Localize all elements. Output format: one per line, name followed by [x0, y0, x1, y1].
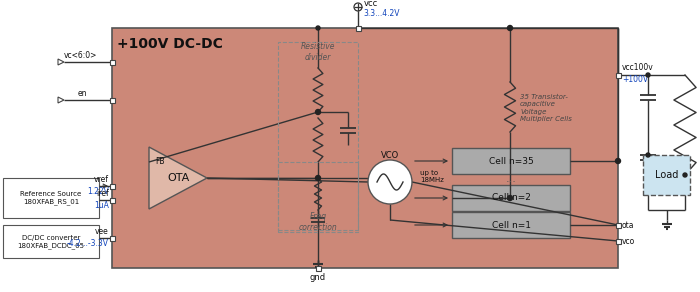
Bar [109, 98, 115, 102]
Text: Load: Load [654, 170, 678, 180]
Text: iref: iref [97, 190, 109, 199]
Bar [615, 72, 620, 77]
Text: Cell n=1: Cell n=1 [491, 220, 531, 230]
Text: en: en [77, 88, 87, 98]
Circle shape [316, 26, 320, 30]
Text: vee: vee [95, 227, 109, 237]
FancyBboxPatch shape [3, 225, 99, 258]
Text: 35 Transistor-
capacitive
Voltage
Multiplier Cells: 35 Transistor- capacitive Voltage Multip… [520, 94, 572, 122]
Circle shape [508, 25, 512, 30]
Text: FB: FB [155, 157, 164, 166]
FancyBboxPatch shape [112, 28, 618, 268]
Bar [316, 265, 321, 270]
Circle shape [646, 73, 650, 77]
FancyBboxPatch shape [452, 185, 570, 211]
Circle shape [368, 160, 412, 204]
Text: 1.22V: 1.22V [87, 187, 109, 197]
Text: -4.2...-3.3V: -4.2...-3.3V [67, 239, 109, 248]
Polygon shape [58, 97, 64, 103]
Text: vco: vco [622, 237, 636, 246]
Text: up to
18MHz: up to 18MHz [420, 171, 444, 183]
Circle shape [316, 175, 321, 180]
Text: 1uA: 1uA [94, 201, 109, 211]
FancyBboxPatch shape [452, 148, 570, 174]
Text: ota: ota [622, 220, 634, 230]
Polygon shape [58, 59, 64, 65]
Circle shape [316, 110, 321, 114]
Bar [356, 25, 360, 30]
Text: Resistive
divider: Resistive divider [301, 42, 335, 62]
Text: vcc100v: vcc100v [622, 63, 654, 72]
Text: +100V: +100V [622, 74, 648, 84]
Bar [615, 239, 620, 244]
FancyBboxPatch shape [452, 212, 570, 238]
Text: vcc: vcc [364, 0, 378, 8]
Bar [109, 197, 115, 202]
Text: VCO: VCO [381, 150, 399, 159]
Circle shape [683, 173, 687, 177]
Text: vref: vref [94, 175, 109, 185]
Circle shape [615, 159, 620, 164]
Text: +100V DC-DC: +100V DC-DC [117, 37, 223, 51]
Text: DC/DC converter
180XFAB_DCDC_05: DC/DC converter 180XFAB_DCDC_05 [18, 235, 85, 249]
Text: gnd: gnd [310, 274, 326, 282]
Text: OTA: OTA [167, 173, 189, 183]
Circle shape [646, 153, 650, 157]
FancyBboxPatch shape [3, 178, 99, 218]
Polygon shape [149, 147, 207, 209]
Text: 3.3...4.2V: 3.3...4.2V [363, 8, 400, 18]
Text: Reference Source
180XFAB_RS_01: Reference Source 180XFAB_RS_01 [20, 191, 82, 205]
Circle shape [508, 196, 512, 201]
Bar [109, 236, 115, 241]
Bar [615, 223, 620, 227]
Text: Cell n=2: Cell n=2 [491, 194, 531, 202]
Text: Freq
correction: Freq correction [299, 212, 337, 232]
Text: vc<6:0>: vc<6:0> [63, 51, 97, 60]
Text: ...: ... [505, 175, 517, 185]
FancyBboxPatch shape [643, 155, 690, 195]
Text: Cell n=35: Cell n=35 [489, 157, 533, 166]
Bar [109, 183, 115, 189]
Bar [109, 60, 115, 65]
